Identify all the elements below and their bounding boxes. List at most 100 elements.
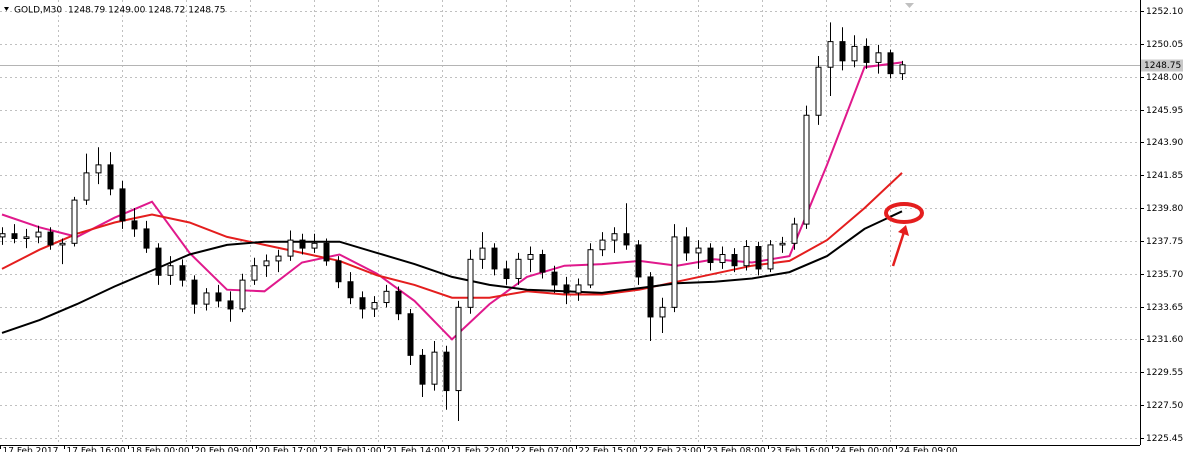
candle-body <box>0 233 6 238</box>
x-tick-label: 17 Feb 2017 <box>3 447 59 452</box>
candle-body <box>371 302 378 310</box>
candle-body <box>131 220 138 230</box>
annotation-arrow-head <box>898 225 909 236</box>
candle-body <box>323 242 330 262</box>
candle-body <box>35 231 42 238</box>
candle-body <box>695 247 702 254</box>
x-tick-label: 24 Feb 09:00 <box>899 447 958 452</box>
candle-body <box>875 52 882 63</box>
candle-body <box>743 246 750 267</box>
candle-body <box>683 236 690 254</box>
x-tick-label: 21 Feb 01:00 <box>323 447 382 452</box>
shift-marker <box>905 3 914 8</box>
candle-body <box>431 351 438 385</box>
x-tick-label: 22 Feb 07:00 <box>515 447 574 452</box>
y-tick-label: 1235.70 <box>1146 270 1183 280</box>
candle-body <box>203 292 210 305</box>
candle-body <box>863 45 870 63</box>
candle-body <box>791 223 798 244</box>
candle-body <box>515 258 522 280</box>
candle-body <box>119 188 126 222</box>
candle-body <box>479 247 486 260</box>
candle-body <box>815 66 822 116</box>
candle-body <box>83 172 90 201</box>
candle-body <box>779 242 786 246</box>
candle-body <box>647 276 654 318</box>
candle-body <box>95 164 102 174</box>
candle-body <box>731 254 738 267</box>
y-tick-label: 1233.65 <box>1146 303 1183 313</box>
y-tick-label: 1252.10 <box>1146 7 1183 17</box>
candle-body <box>11 233 18 240</box>
candle-body <box>227 300 234 310</box>
annotation-arrow <box>891 231 906 267</box>
current-price-box <box>1141 59 1183 72</box>
candle-body <box>827 41 834 68</box>
indicators <box>1 61 903 341</box>
candle-body <box>635 244 642 278</box>
x-tick-label: 23 Feb 16:00 <box>771 447 830 452</box>
candle-body <box>623 233 630 246</box>
candle-body <box>803 114 810 225</box>
candle-body <box>59 242 66 246</box>
candle-body <box>707 247 714 264</box>
candle-body <box>443 351 450 392</box>
x-tick-label: 21 Feb 14:00 <box>387 447 446 452</box>
grid <box>0 0 1140 445</box>
candle-body <box>47 231 54 246</box>
candles <box>0 22 906 421</box>
candle-body <box>239 279 246 310</box>
candle-body <box>527 254 534 260</box>
candle-body <box>419 354 426 385</box>
candle-body <box>383 290 390 304</box>
y-tick-label: 1239.80 <box>1146 204 1183 214</box>
candle-body <box>407 313 414 356</box>
candle-body <box>347 281 354 299</box>
candle-body <box>491 247 498 270</box>
x-tick-label: 23 Feb 08:00 <box>707 447 766 452</box>
candle-body <box>215 292 222 302</box>
candle-body <box>755 246 762 270</box>
candle-body <box>287 239 294 257</box>
candle-body <box>503 268 510 280</box>
candle-body <box>191 279 198 305</box>
candle-body <box>275 255 282 262</box>
candle-body <box>263 260 270 267</box>
candle-body <box>167 265 174 276</box>
y-tick-label: 1237.75 <box>1146 237 1183 247</box>
y-tick-label: 1248.00 <box>1146 73 1183 83</box>
menu-arrow[interactable] <box>4 7 9 11</box>
y-tick-label: 1231.60 <box>1146 335 1183 345</box>
candle-body <box>551 271 558 286</box>
symbol-title: GOLD,M30 <box>14 6 62 16</box>
candle-body <box>851 45 858 62</box>
candle-body <box>455 306 462 392</box>
candle-body <box>143 228 150 249</box>
y-tick-label: 1250.05 <box>1146 40 1183 50</box>
candle-body <box>299 239 306 249</box>
candle-body <box>839 41 846 62</box>
candle-body <box>23 236 30 240</box>
candle-body <box>899 64 906 75</box>
candle-body <box>587 249 594 286</box>
candle-body <box>251 265 258 281</box>
quote: 1248.79 1249.00 1248.72 1248.75 <box>68 6 225 16</box>
moving-average <box>1 61 903 341</box>
x-tick-label: 20 Feb 17:00 <box>259 447 318 452</box>
highlight-ellipse <box>884 202 924 224</box>
candle-body <box>155 247 162 276</box>
y-tick-label: 1229.55 <box>1146 368 1183 378</box>
x-tick-label: 24 Feb 00:00 <box>835 447 894 452</box>
candle-body <box>563 284 570 294</box>
candle-body <box>599 239 606 251</box>
x-tick-label: 20 Feb 09:00 <box>195 447 254 452</box>
current-price-label: 1248.75 <box>1144 61 1181 71</box>
x-tick-label: 22 Feb 15:00 <box>579 447 638 452</box>
candle-body <box>359 297 366 310</box>
y-tick-label: 1225.45 <box>1146 434 1183 444</box>
y-tick-label: 1227.50 <box>1146 401 1183 411</box>
x-tick-label: 18 Feb 00:00 <box>131 447 190 452</box>
candle-body <box>335 260 342 283</box>
